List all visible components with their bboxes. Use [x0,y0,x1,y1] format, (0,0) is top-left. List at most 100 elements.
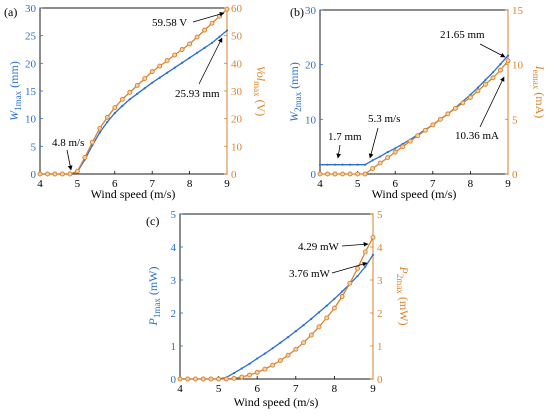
data-point-right [224,6,230,12]
x-tick-label: 5 [355,178,361,190]
right-tick-label: 50 [231,31,243,43]
data-point-right [185,376,191,382]
right-tick-label: 60 [231,3,243,15]
data-point-right [339,294,345,299]
left-axis-label: W1max (mm) [7,61,23,121]
x-tick-label: 8 [332,383,338,395]
data-point-left [210,41,214,44]
data-point-right [347,280,353,286]
data-point-right [475,88,481,94]
data-point-left [195,51,199,54]
panel-a: (a) 4 5 6 7 8 9 0 5 10 15 20 25 30 0 10 20 30 40 50 60 Wi… [4,3,268,201]
x-tick-label: 8 [468,178,474,190]
data-point-right [301,340,306,346]
right-tick-label: 5 [512,114,518,126]
data-point-left [364,163,367,166]
x-tick-label: 4 [317,178,323,190]
x-tick-label: 6 [392,178,398,190]
right-axis-label-sub: 2max [395,274,405,294]
left-tick-label: 15 [25,86,37,98]
data-point-right [59,171,65,177]
data-point-right [362,171,368,177]
data-point-right [45,171,50,177]
series-lines [320,55,509,175]
annotation-arrow [479,76,505,128]
left-axis-label-unit: (mW) [146,267,160,299]
right-tick-label: 0 [231,169,237,181]
data-point-right [164,58,170,64]
data-point-right [325,171,330,177]
annotation-arrow [368,127,379,159]
data-point-right [104,114,110,120]
left-tick-label: 2 [171,308,177,320]
annotation-arrow [479,43,506,58]
annotation-speed: 5.3 m/s [368,113,400,125]
x-tick-label: 7 [293,383,299,395]
data-point-right [445,111,451,117]
data-point-right [270,362,276,368]
series-markers [317,54,511,177]
x-tick-labels: 4 5 6 7 8 9 [317,171,511,190]
x-tick-labels: 4 5 6 7 8 9 [177,376,376,395]
panel-label: (a) [4,5,17,19]
left-axis-label-unit: (mm) [287,62,301,92]
right-axis-label-main: Vol [254,66,268,82]
data-point-right [254,369,260,375]
annotation-arrow [198,37,223,85]
x-tick-labels: 4 5 6 7 8 9 [37,171,230,190]
data-point-left [348,163,352,166]
annotation-arrow [66,149,73,171]
data-point-right [422,127,428,133]
right-axis-label-main: I [533,65,547,71]
data-point-left [106,120,109,124]
data-point-left [302,324,305,327]
data-point-left [371,159,374,162]
data-point-right [370,234,376,240]
right-tick-labels: 0 5 10 15 [505,5,524,181]
left-tick-label: 10 [25,114,37,126]
annotation-arrow [341,241,369,247]
data-point-right [177,376,183,382]
data-point-right [208,376,214,382]
data-point-right [209,20,215,26]
data-point-right [82,154,88,160]
right-tick-labels: 0 1 2 3 4 5 [370,209,383,386]
left-tick-label: 30 [25,3,37,15]
data-point-right [239,374,245,380]
data-point-left [476,86,480,89]
x-tick-label: 8 [187,178,193,190]
data-point-left [166,71,169,74]
x-tick-label: 5 [75,178,81,190]
data-point-left [325,304,328,307]
data-point-right [347,171,353,177]
series-line-right [320,60,509,175]
annotation-width: 25.93 mm [175,88,220,100]
annotation-arrow [331,261,368,274]
right-axis-label-unit: (mA) [533,89,547,118]
right-axis-label-sub: max [252,81,262,97]
left-tick-label: 1 [171,341,177,353]
x-tick-label: 7 [430,178,436,190]
data-point-left [181,61,184,64]
data-point-right [262,366,268,372]
data-point-right [498,67,503,73]
left-axis-label-main: P [146,318,160,327]
data-point-left [499,63,502,66]
right-tick-labels: 0 10 20 30 40 50 60 [224,3,243,181]
right-tick-label: 30 [231,86,243,98]
x-axis-label: Wind speed (m/s) [91,187,176,201]
series-line-left [40,30,228,175]
data-point-right [247,372,252,378]
data-point-right [324,315,330,321]
data-point-left [173,66,176,69]
data-point-left [318,163,322,166]
data-point-left [386,151,389,154]
left-tick-label: 20 [305,60,317,72]
data-point-right [467,95,473,100]
x-tick-label: 4 [177,383,183,395]
data-point-left [225,29,229,32]
data-point-right [172,52,178,58]
x-tick-label: 9 [505,178,511,190]
x-tick-label: 9 [370,383,376,395]
